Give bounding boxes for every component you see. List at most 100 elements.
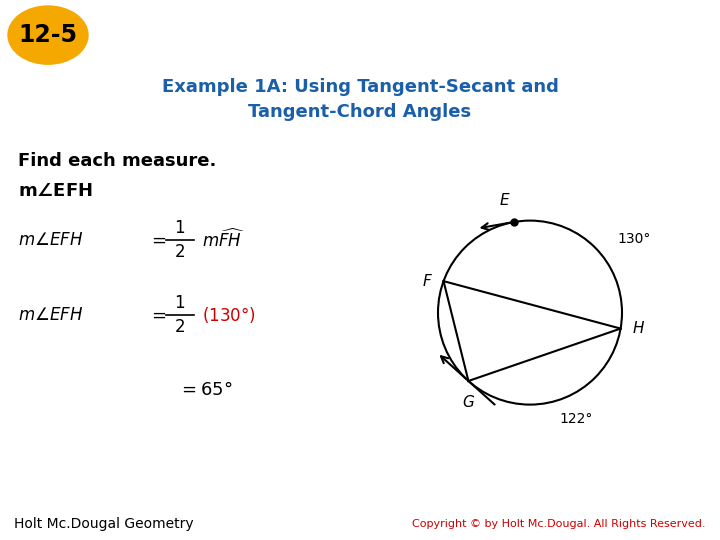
Bar: [587, 36, 596, 51]
Bar: [697, 36, 706, 51]
Bar: [609, 53, 618, 68]
Bar: [587, 53, 596, 68]
Bar: [653, 2, 662, 17]
Bar: [697, 53, 706, 68]
Bar: [686, 19, 695, 34]
Bar: [510, 2, 519, 17]
Bar: [653, 53, 662, 68]
Bar: [532, 2, 541, 17]
Bar: [719, 36, 720, 51]
Text: $= 65°$: $= 65°$: [178, 381, 233, 399]
Text: Holt Mc.Dougal Geometry: Holt Mc.Dougal Geometry: [14, 517, 194, 531]
Text: $2$: $2$: [174, 318, 186, 335]
Bar: [642, 2, 651, 17]
Bar: [521, 36, 530, 51]
Bar: [664, 53, 673, 68]
Bar: [620, 53, 629, 68]
Bar: [697, 19, 706, 34]
Bar: [543, 53, 552, 68]
Bar: [631, 19, 640, 34]
Bar: [620, 2, 629, 17]
Bar: [675, 53, 684, 68]
Text: $m\angle\mathit{EFH}$: $m\angle\mathit{EFH}$: [18, 306, 84, 323]
Bar: [576, 36, 585, 51]
Bar: [609, 19, 618, 34]
Bar: [653, 36, 662, 51]
Text: 130°: 130°: [617, 232, 651, 246]
Text: 12-5: 12-5: [19, 23, 78, 47]
Bar: [554, 36, 563, 51]
Bar: [510, 36, 519, 51]
Bar: [642, 19, 651, 34]
Bar: [675, 36, 684, 51]
Bar: [609, 36, 618, 51]
Text: $m\widehat{\mathit{FH}}$: $m\widehat{\mathit{FH}}$: [202, 228, 245, 251]
Bar: [653, 19, 662, 34]
Text: Angle Relationships in Circles: Angle Relationships in Circles: [100, 22, 542, 48]
Bar: [719, 53, 720, 68]
Bar: [587, 19, 596, 34]
Bar: [598, 36, 607, 51]
Bar: [543, 2, 552, 17]
Bar: [708, 53, 717, 68]
Bar: [543, 19, 552, 34]
Bar: [554, 2, 563, 17]
Text: $\mathbf{m}$$\mathbf{\angle}$$\mathit{\mathbf{EFH}}$: $\mathbf{m}$$\mathbf{\angle}$$\mathit{\m…: [18, 181, 93, 200]
Text: E: E: [499, 193, 509, 208]
Bar: [521, 2, 530, 17]
Bar: [631, 36, 640, 51]
Bar: [631, 53, 640, 68]
Bar: [576, 19, 585, 34]
Bar: [642, 53, 651, 68]
Bar: [631, 2, 640, 17]
Bar: [708, 2, 717, 17]
Text: $2$: $2$: [174, 242, 186, 261]
Bar: [510, 19, 519, 34]
Bar: [521, 53, 530, 68]
Bar: [642, 36, 651, 51]
Bar: [675, 19, 684, 34]
Bar: [554, 19, 563, 34]
Text: $m\angle\mathit{EFH}$: $m\angle\mathit{EFH}$: [18, 231, 84, 248]
Bar: [620, 36, 629, 51]
Bar: [620, 19, 629, 34]
Bar: [532, 53, 541, 68]
Bar: [543, 36, 552, 51]
Text: $1$: $1$: [174, 219, 186, 237]
Text: G: G: [462, 395, 474, 410]
Bar: [664, 2, 673, 17]
Bar: [598, 53, 607, 68]
Bar: [708, 19, 717, 34]
Bar: [565, 36, 574, 51]
Bar: [576, 53, 585, 68]
Text: $1$: $1$: [174, 294, 186, 312]
Bar: [532, 36, 541, 51]
Bar: [708, 36, 717, 51]
Text: Find each measure.: Find each measure.: [18, 152, 217, 170]
Bar: [719, 19, 720, 34]
Bar: [565, 19, 574, 34]
Bar: [686, 36, 695, 51]
Text: $(130°)$: $(130°)$: [202, 305, 256, 325]
Bar: [719, 2, 720, 17]
Bar: [697, 2, 706, 17]
Bar: [510, 53, 519, 68]
Bar: [598, 19, 607, 34]
Text: Copyright © by Holt Mc.Dougal. All Rights Reserved.: Copyright © by Holt Mc.Dougal. All Right…: [412, 519, 706, 529]
Bar: [598, 2, 607, 17]
Bar: [565, 53, 574, 68]
Bar: [664, 36, 673, 51]
Bar: [664, 19, 673, 34]
Bar: [686, 2, 695, 17]
Text: $=$: $=$: [148, 231, 166, 248]
Bar: [576, 2, 585, 17]
Text: H: H: [633, 321, 644, 336]
Bar: [587, 2, 596, 17]
Text: $=$: $=$: [148, 306, 166, 323]
Text: 122°: 122°: [560, 413, 593, 426]
Bar: [554, 53, 563, 68]
Bar: [686, 53, 695, 68]
Bar: [532, 19, 541, 34]
Bar: [565, 2, 574, 17]
Bar: [609, 2, 618, 17]
